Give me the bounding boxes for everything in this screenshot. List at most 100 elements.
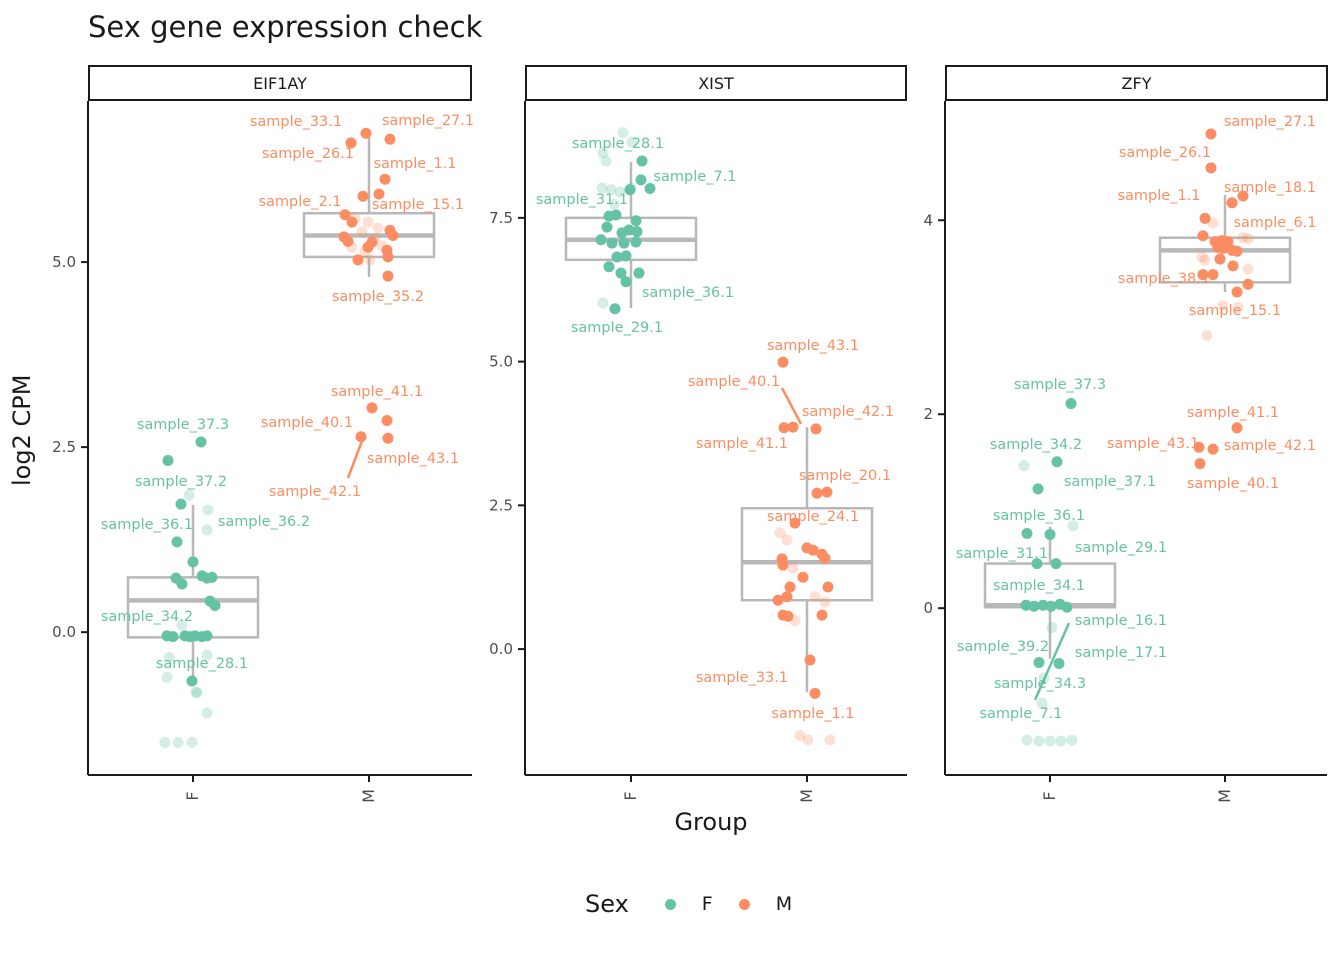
data-point bbox=[369, 232, 381, 244]
data-point bbox=[772, 594, 784, 606]
data-point bbox=[609, 303, 621, 315]
data-point bbox=[614, 186, 626, 198]
boxplot-box bbox=[983, 562, 1117, 609]
data-point bbox=[1205, 128, 1217, 140]
data-point bbox=[603, 210, 615, 222]
sample-label: sample_15.1 bbox=[372, 197, 464, 213]
data-point bbox=[379, 173, 391, 185]
label-leader-line bbox=[780, 387, 803, 425]
data-point bbox=[774, 527, 786, 539]
data-point bbox=[1207, 269, 1219, 281]
data-point bbox=[1199, 254, 1211, 266]
sample-label: sample_35.2 bbox=[332, 289, 424, 305]
data-point bbox=[357, 190, 369, 202]
data-point bbox=[1033, 735, 1045, 747]
sample-label: sample_37.3 bbox=[1014, 377, 1106, 393]
data-point bbox=[821, 486, 833, 498]
data-point bbox=[342, 235, 354, 247]
facet-strip-label: XIST bbox=[698, 73, 734, 93]
data-point bbox=[617, 127, 629, 139]
y-tick-label: 4 bbox=[923, 211, 933, 229]
data-point bbox=[597, 297, 609, 309]
facet-strip-label: ZFY bbox=[1121, 73, 1152, 93]
data-point bbox=[1020, 599, 1032, 611]
data-point bbox=[816, 609, 828, 621]
data-point bbox=[201, 630, 213, 642]
data-point bbox=[636, 155, 648, 167]
data-point bbox=[346, 241, 358, 253]
data-point bbox=[802, 734, 814, 746]
data-point bbox=[1050, 558, 1062, 570]
data-point bbox=[600, 155, 612, 167]
data-point bbox=[777, 559, 789, 571]
data-point bbox=[807, 544, 819, 556]
data-point bbox=[595, 234, 607, 246]
data-point bbox=[1237, 190, 1249, 202]
data-point bbox=[611, 251, 623, 263]
data-point bbox=[819, 552, 831, 564]
data-point bbox=[190, 686, 202, 698]
data-point bbox=[1018, 460, 1030, 472]
data-point bbox=[1196, 251, 1208, 263]
data-point bbox=[644, 183, 656, 195]
sample-label: sample_41.1 bbox=[696, 436, 788, 452]
y-tick-label: 0 bbox=[923, 599, 933, 617]
x-tick-label: M bbox=[797, 789, 816, 803]
data-point bbox=[810, 423, 822, 435]
sample-label: sample_15.1 bbox=[1189, 303, 1281, 319]
page-title: Sex gene expression check bbox=[88, 10, 483, 44]
data-point bbox=[787, 421, 799, 433]
sample-label: sample_40.1 bbox=[688, 374, 780, 390]
data-point bbox=[346, 216, 358, 228]
data-point bbox=[615, 267, 627, 279]
sample-label: sample_26.1 bbox=[262, 146, 354, 162]
boxplot-box bbox=[740, 506, 874, 602]
data-point bbox=[163, 651, 175, 663]
data-point bbox=[603, 261, 615, 273]
data-point bbox=[175, 498, 187, 510]
data-point bbox=[161, 671, 173, 683]
data-point bbox=[597, 147, 609, 159]
data-point bbox=[1037, 599, 1049, 611]
sample-label: sample_38.1 bbox=[1118, 271, 1210, 287]
sample-label: sample_43.1 bbox=[767, 338, 859, 354]
sample-label: sample_28.1 bbox=[156, 656, 248, 672]
data-point bbox=[159, 736, 171, 748]
y-tick-label: 5.0 bbox=[52, 253, 76, 271]
data-point bbox=[359, 246, 371, 258]
data-point bbox=[355, 431, 367, 443]
sample-label: sample_6.1 bbox=[1233, 215, 1316, 231]
data-point bbox=[1217, 300, 1229, 312]
data-point bbox=[606, 237, 618, 249]
sample-label: sample_1.1 bbox=[373, 156, 456, 172]
sample-label: sample_26.1 bbox=[1119, 145, 1211, 161]
legend-label-m: M bbox=[775, 893, 793, 915]
sample-label: sample_39.2 bbox=[957, 639, 1049, 655]
data-point bbox=[191, 687, 203, 699]
sample-label: sample_1.1 bbox=[771, 706, 854, 722]
sample-label: sample_42.1 bbox=[269, 484, 361, 500]
data-point bbox=[364, 254, 376, 266]
data-point bbox=[187, 556, 199, 568]
y-tick-label: 7.5 bbox=[489, 209, 513, 227]
legend-dot-f-icon bbox=[664, 898, 676, 910]
sample-label: sample_37.2 bbox=[135, 474, 227, 490]
data-point bbox=[1207, 443, 1219, 455]
sample-label: sample_34.3 bbox=[994, 676, 1086, 692]
data-point bbox=[376, 240, 388, 252]
sample-label: sample_31.1 bbox=[956, 546, 1048, 562]
data-point bbox=[1066, 734, 1078, 746]
y-tick-label: 5.0 bbox=[489, 353, 513, 371]
data-point bbox=[789, 614, 801, 626]
sample-label: sample_27.1 bbox=[382, 113, 474, 129]
sample-label: sample_40.1 bbox=[261, 415, 353, 431]
data-point bbox=[1028, 600, 1040, 612]
sample-label: sample_31.1 bbox=[536, 192, 628, 208]
sample-label: sample_36.2 bbox=[218, 514, 310, 530]
data-point bbox=[1227, 260, 1239, 272]
sample-label: sample_40.1 bbox=[1187, 476, 1279, 492]
data-point bbox=[195, 436, 207, 448]
sample-label: sample_34.2 bbox=[990, 437, 1082, 453]
